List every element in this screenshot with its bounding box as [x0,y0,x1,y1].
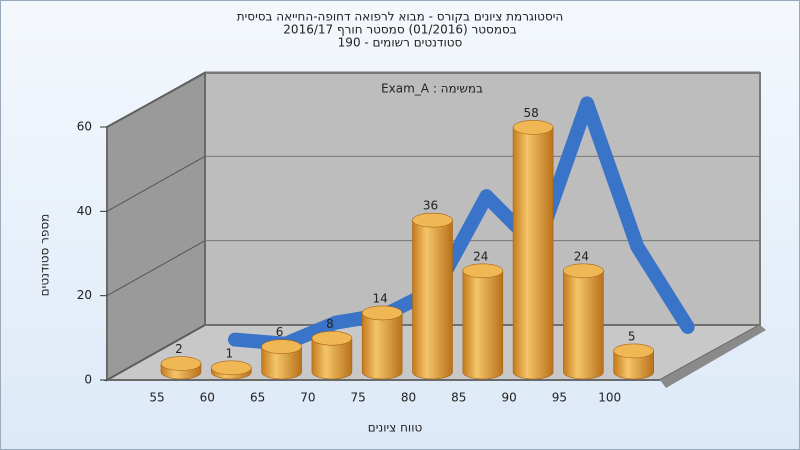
x-tick-label: 55 [149,391,164,405]
value-label: 8 [326,317,334,331]
x-tick-label: 95 [552,391,567,405]
bar-top [613,343,655,359]
bar-top [563,263,604,279]
bar-top [462,263,504,279]
grid-line [106,71,206,128]
bar [412,219,453,380]
bar [512,127,554,380]
bar-top [361,305,403,321]
value-label: 2 [175,342,183,356]
bar [462,270,504,380]
bar-top [311,330,353,346]
value-label: 58 [523,106,538,120]
bar [563,270,604,380]
title-line: סטודנטים רשומים - 190 [338,36,463,50]
value-label: 24 [574,249,589,263]
x-tick-label: 75 [351,391,366,405]
bar-top [512,120,554,135]
value-label: 14 [373,291,388,305]
value-label: 36 [423,199,438,213]
x-tick-label: 85 [451,391,466,405]
title-line: היסטוגרמת ציונים בקורס - מבוא לרפואה דחו… [237,10,564,24]
y-axis-label: מספר סטודנטים [38,214,52,297]
y-tick-label: 20 [77,288,92,302]
x-tick-label: 80 [401,391,416,405]
bar [361,312,403,380]
ribbon-line [228,96,695,351]
bar [613,350,654,380]
x-axis-label: טווח ציונים [368,421,423,435]
bar-top [211,360,252,376]
title-line: בסמסטר (01/2016) סמסטר חורף 2016/17 [283,23,516,37]
bar [261,346,302,380]
bar [311,337,353,380]
value-label: 1 [225,346,233,360]
floor-edge [660,325,766,388]
title: היסטוגרמת ציונים בקורס - מבוא לרפואה דחו… [237,10,564,50]
y-tick-label: 60 [77,120,92,134]
value-label: 5 [628,329,636,343]
bar-top [261,339,302,355]
grid-line [106,324,206,381]
x-tick-label: 60 [200,391,215,405]
x-tick-label: 90 [501,391,516,405]
bar-top [412,212,453,228]
grid-line [106,155,206,212]
x-tick-label: 65 [250,391,265,405]
value-label: 24 [473,249,488,263]
x-tick-label: 70 [300,391,315,405]
y-tick-label: 0 [84,373,92,387]
y-tick-label: 40 [77,204,92,218]
x-tick-label: 100 [598,391,621,405]
value-label: 6 [276,325,284,339]
annotation: Exam_A : במשימה [381,82,483,96]
grid-line [106,240,206,297]
bar-top [160,356,202,371]
